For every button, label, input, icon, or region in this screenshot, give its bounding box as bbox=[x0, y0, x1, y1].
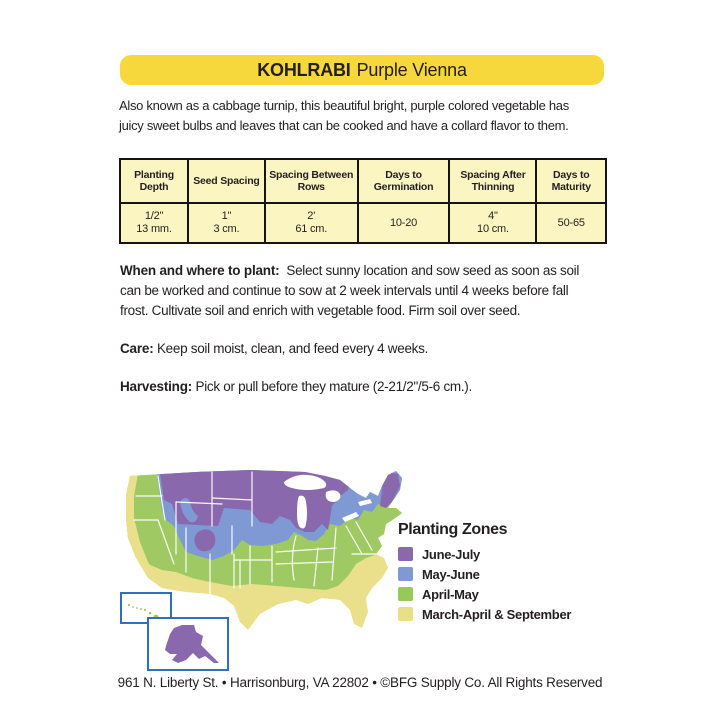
legend-item: June-July bbox=[398, 544, 571, 564]
description-line: juicy sweet bulbs and leaves that can be… bbox=[119, 117, 569, 133]
when-where-line: When and where to plant: Select sunny lo… bbox=[120, 263, 580, 278]
value-seed-spacing: 1" 3 cm. bbox=[187, 202, 266, 244]
alaska-shape bbox=[165, 625, 219, 663]
zone-june-july-northeast bbox=[380, 472, 400, 508]
value-days-to-maturity: 50-65 bbox=[535, 202, 607, 244]
title-banner: KOHLRABI Purple Vienna bbox=[120, 55, 604, 85]
vegetable-name: KOHLRABI bbox=[257, 59, 351, 80]
alaska-inset bbox=[147, 617, 229, 671]
harvesting-line: Harvesting: Pick or pull before they mat… bbox=[120, 379, 472, 394]
legend-swatch-may-june bbox=[398, 567, 413, 581]
value-line: 13 mm. bbox=[136, 223, 172, 235]
planting-spec-table: Planting Depth Seed Spacing Spacing Betw… bbox=[118, 158, 607, 244]
us-map-svg bbox=[120, 470, 402, 671]
value-line: 4" bbox=[488, 210, 498, 222]
legend-item: March-April & September bbox=[398, 604, 571, 624]
value-line: 3 cm. bbox=[213, 223, 240, 235]
care-line: Care: Keep soil moist, clean, and feed e… bbox=[120, 341, 429, 356]
value-line: 50-65 bbox=[557, 216, 585, 229]
new-jersey-green-patch bbox=[374, 520, 382, 534]
value-planting-depth: 1/2" 13 mm. bbox=[118, 202, 190, 244]
value-line: 1" bbox=[221, 210, 232, 222]
value-days-to-germination: 10-20 bbox=[356, 202, 451, 244]
variety-name: Purple Vienna bbox=[356, 59, 467, 80]
legend-label: May-June bbox=[422, 566, 480, 582]
instructions: When and where to plant: Select sunny lo… bbox=[120, 261, 579, 397]
description: Also known as a cabbage turnip, this bea… bbox=[119, 96, 609, 135]
legend-item: April-May bbox=[398, 584, 571, 604]
colorado-purple-patch bbox=[194, 529, 216, 552]
when-where-label: When and where to plant: bbox=[120, 263, 280, 278]
header-days-to-maturity: Days to Maturity bbox=[535, 158, 607, 204]
description-line: Also known as a cabbage turnip, this bea… bbox=[119, 98, 569, 113]
value-line: 1/2" bbox=[144, 210, 164, 222]
value-spacing-after-thinning: 4" 10 cm. bbox=[448, 202, 538, 244]
value-line: 10 cm. bbox=[477, 223, 509, 235]
harvesting-label: Harvesting: bbox=[120, 379, 193, 394]
care-label: Care: bbox=[120, 341, 154, 356]
header-seed-spacing: Seed Spacing bbox=[187, 158, 266, 204]
planting-zones-legend: Planting Zones June-July May-June April-… bbox=[398, 521, 571, 624]
value-line: 10-20 bbox=[389, 216, 418, 229]
legend-swatch-march-april-september bbox=[398, 607, 413, 621]
legend-swatch-june-july bbox=[398, 547, 413, 561]
table-value-row: 1/2" 13 mm. 1" 3 cm. 2' 61 cm. 10-20 4" … bbox=[118, 202, 607, 244]
header-days-to-germination: Days to Germination bbox=[356, 158, 451, 204]
table-header-row: Planting Depth Seed Spacing Spacing Betw… bbox=[118, 158, 607, 204]
legend-label: June-July bbox=[422, 546, 480, 562]
planting-zone-map bbox=[100, 462, 420, 677]
header-planting-depth: Planting Depth bbox=[118, 158, 190, 204]
footer-address: 961 N. Liberty St. • Harrisonburg, VA 22… bbox=[117, 675, 603, 690]
when-where-line: frost. Cultivate soil and enrich with ve… bbox=[120, 303, 521, 318]
value-line: 61 cm. bbox=[295, 223, 328, 235]
rockies-blue-patch bbox=[180, 498, 198, 523]
header-spacing-between-rows: Spacing Between Rows bbox=[263, 158, 359, 204]
value-line: 2' bbox=[307, 210, 316, 222]
legend-swatch-april-may bbox=[398, 587, 413, 601]
when-where-line: can be worked and continue to sow at 2 w… bbox=[120, 283, 569, 298]
state-borders bbox=[133, 471, 387, 595]
great-lakes bbox=[284, 474, 372, 529]
legend-item: May-June bbox=[398, 564, 571, 584]
legend-title: Planting Zones bbox=[398, 521, 508, 538]
header-spacing-after-thinning: Spacing After Thinning bbox=[448, 158, 538, 204]
legend-label: April-May bbox=[422, 586, 479, 602]
value-spacing-between-rows: 2' 61 cm. bbox=[263, 202, 359, 244]
legend-label: March-April & September bbox=[422, 606, 572, 622]
